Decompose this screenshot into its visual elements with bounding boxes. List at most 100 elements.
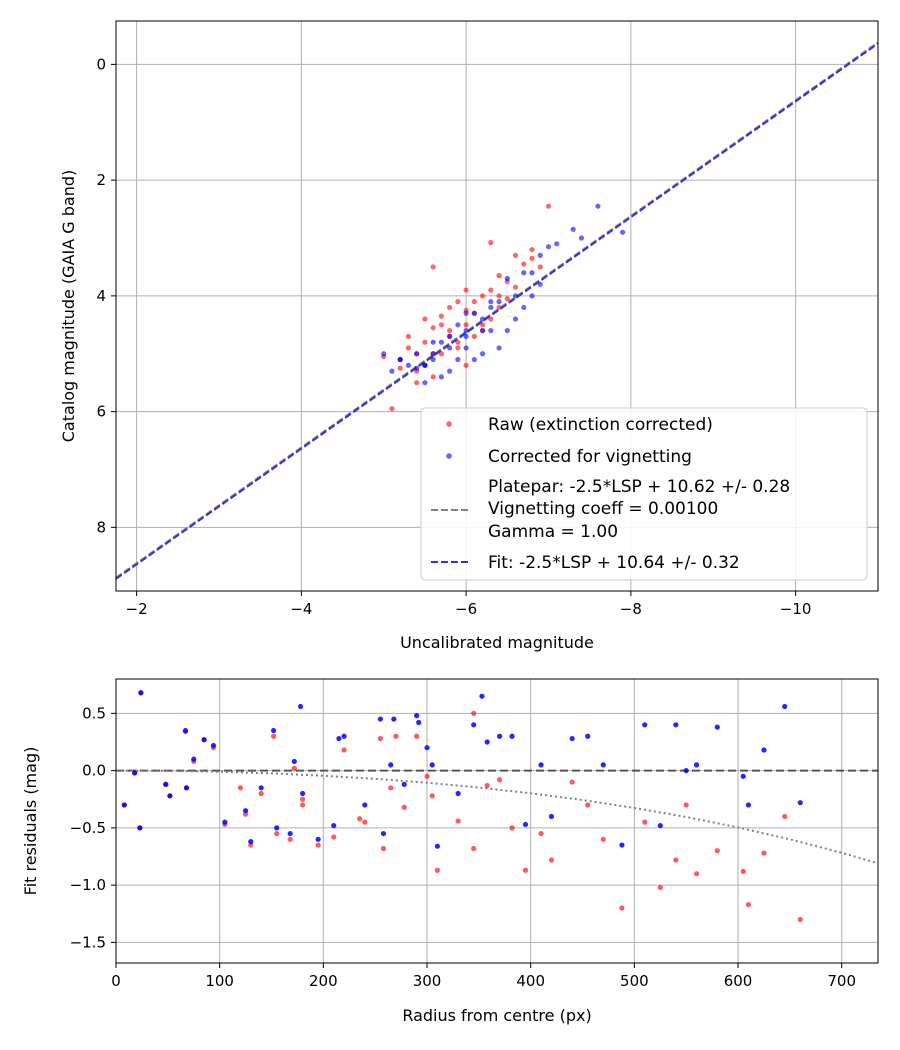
corrected-residual-point (585, 733, 591, 739)
raw-residual-point (401, 804, 407, 810)
corrected-residual-point (201, 737, 207, 743)
raw-residual-point (538, 830, 544, 837)
corrected-point (447, 333, 453, 339)
corrected-point (496, 299, 502, 305)
corrected-point (504, 327, 510, 334)
corrected-residual-point (380, 830, 387, 837)
corrected-residual-point (210, 742, 217, 749)
raw-residual-point (291, 765, 297, 771)
corrected-residual-point (479, 693, 485, 699)
raw-residual-point (300, 796, 306, 802)
raw-point (447, 304, 453, 311)
corrected-residual-point (388, 762, 394, 768)
legend-label-platepar-1: Platepar: -2.5*LSP + 10.62 +/- 0.28 (488, 477, 790, 497)
raw-residual-point (484, 782, 490, 789)
corrected-residual-point (258, 785, 264, 791)
corrected-point (521, 270, 527, 276)
y-axis-ticks: 0 2 4 6 8 (96, 55, 116, 536)
y-tick-label: −1.5 (70, 933, 106, 951)
corrected-residual-point (167, 793, 173, 799)
residuals-plot: 0 100 200 300 400 500 600 700 0.5 0.0 −0.5 −1.0 −1.… (21, 678, 879, 1025)
corrected-residual-point (182, 727, 189, 734)
corrected-point (389, 368, 395, 374)
raw-point (405, 333, 412, 339)
y-tick-label: −0.5 (70, 819, 106, 837)
y-tick-label: 2 (96, 171, 106, 189)
corrected-residual-point (797, 800, 803, 806)
axes-frame (115, 678, 879, 964)
raw-residual-point (569, 779, 575, 785)
corrected-point (529, 270, 535, 276)
legend-label-raw: Raw (extinction corrected) (488, 415, 713, 435)
raw-residual-point (657, 884, 663, 891)
raw-residual-point (258, 790, 264, 797)
corrected-point (488, 304, 494, 311)
corrected-point (479, 351, 486, 357)
corrected-residual-point (248, 839, 254, 845)
raw-point (529, 255, 535, 261)
reference-lines (115, 769, 879, 865)
corrected-point (537, 252, 543, 258)
raw-point (430, 325, 436, 331)
raw-point (512, 252, 519, 258)
corrected-residual-point (683, 768, 689, 774)
raw-residual-point (673, 857, 679, 863)
raw-residual-point (548, 857, 555, 863)
corrected-residual-point (693, 762, 700, 768)
corrected-point (504, 275, 510, 282)
raw-point (438, 322, 444, 328)
raw-residual-point (357, 816, 363, 822)
x-tick-label: 200 (309, 972, 338, 990)
corrected-point (471, 356, 477, 363)
corrected-residual-point (287, 830, 293, 837)
legend-label-corrected: Corrected for vignetting (488, 447, 692, 467)
raw-residual-point (341, 747, 347, 753)
corrected-point (496, 345, 502, 351)
raw-point (397, 365, 403, 371)
raw-point (430, 264, 436, 270)
corrected-residual-point (362, 802, 368, 808)
raw-residual-point (522, 867, 529, 873)
corrected-point (463, 327, 469, 334)
raw-point (422, 339, 428, 345)
raw-point (447, 327, 453, 334)
raw-point (529, 246, 535, 253)
raw-residual-point (782, 813, 788, 820)
corrected-residual-point (538, 762, 544, 768)
raw-residual-point (496, 777, 503, 783)
corrected-residual-point (191, 756, 197, 762)
raw-point (496, 273, 502, 279)
raw-residual-point (429, 793, 435, 799)
corrected-point (405, 362, 412, 368)
corrected-point (414, 365, 420, 371)
corrected-point (554, 241, 560, 247)
corrected-residual-point (391, 716, 397, 722)
corrected-point (578, 235, 585, 241)
corrected-point (430, 356, 436, 363)
raw-point (504, 296, 510, 302)
corrected-residual-point (414, 713, 420, 719)
raw-residual-point (393, 733, 399, 739)
raw-point (430, 374, 436, 380)
raw-residual-point (388, 785, 394, 791)
corrected-residual-point (642, 722, 648, 728)
x-tick-label: −2 (126, 600, 148, 618)
x-tick-label: 0 (111, 972, 121, 990)
legend-marker-raw (446, 421, 452, 427)
axes-frame (115, 20, 879, 592)
data-points (381, 203, 626, 412)
corrected-residual-point (274, 825, 280, 831)
raw-residual-point (331, 834, 337, 840)
y-tick-label: −1.0 (70, 876, 106, 894)
raw-residual-point (797, 916, 803, 923)
corrected-point (430, 351, 436, 357)
corrected-point (620, 229, 626, 235)
x-axis-label: Radius from centre (px) (402, 1006, 591, 1025)
x-tick-label: −8 (620, 600, 642, 618)
raw-point (438, 351, 444, 357)
raw-residual-point (714, 848, 720, 854)
corrected-residual-point (138, 690, 144, 696)
raw-residual-point (585, 802, 591, 808)
raw-point (488, 316, 494, 322)
